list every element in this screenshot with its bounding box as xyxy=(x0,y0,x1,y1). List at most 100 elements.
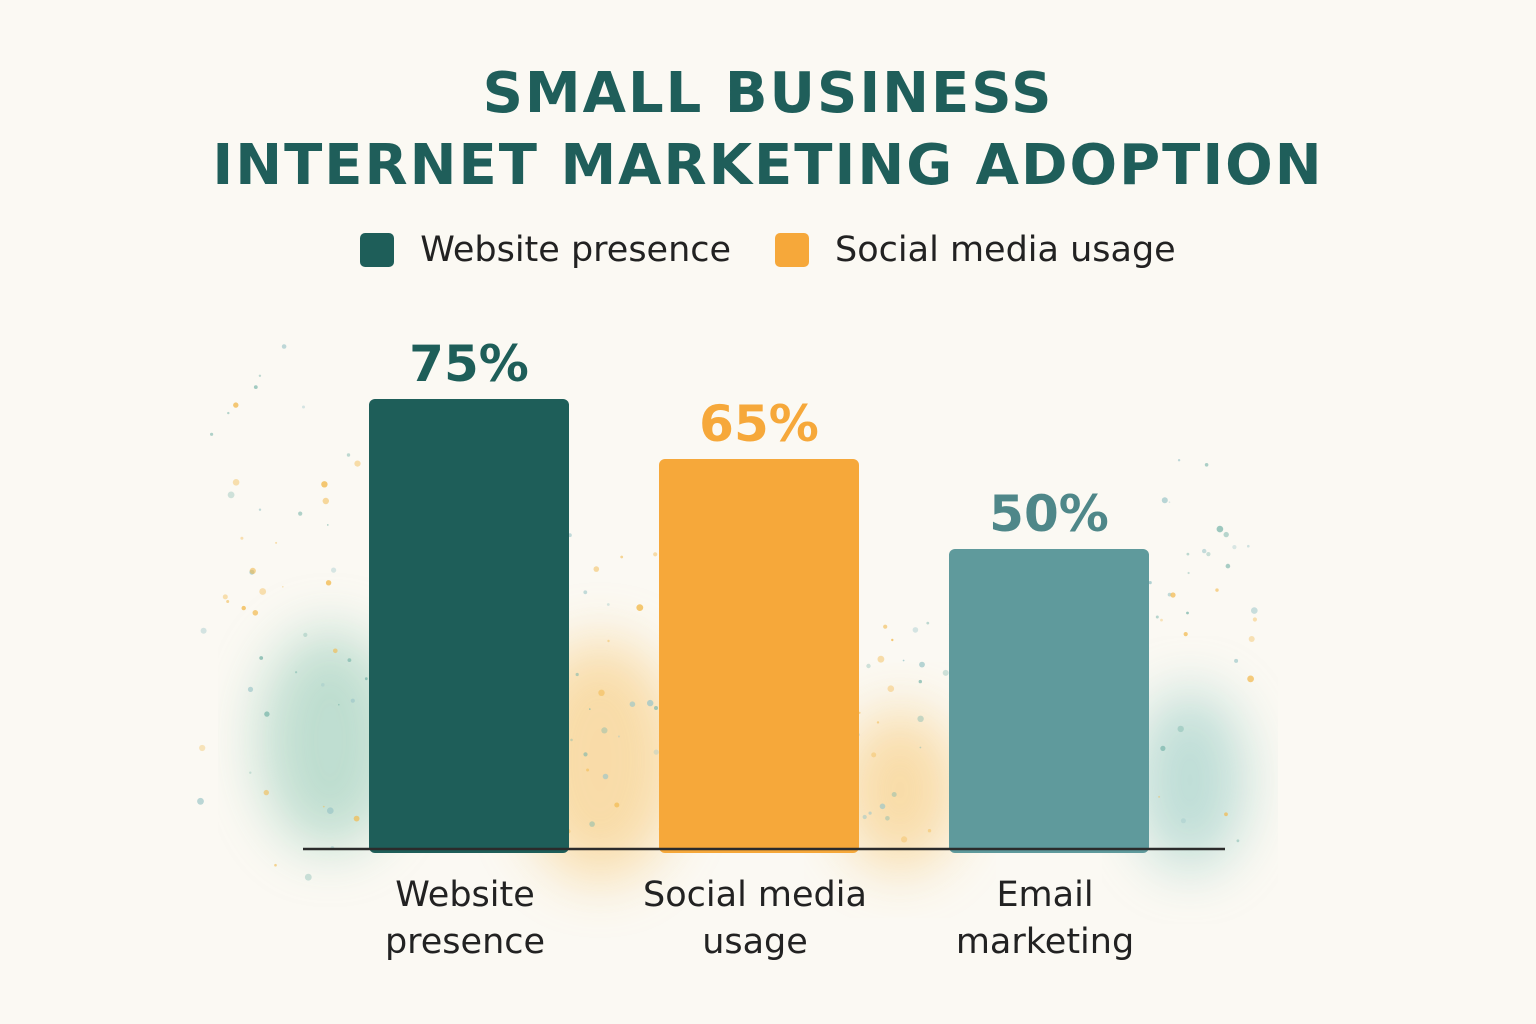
splatter-dot xyxy=(1225,563,1231,569)
splatter-dot xyxy=(199,744,206,752)
splatter-dot xyxy=(1160,618,1163,622)
splatter-dot xyxy=(302,405,305,409)
splatter-dot xyxy=(247,686,254,693)
legend-item-website-presence: Website presence xyxy=(360,230,731,270)
splatter-dot xyxy=(1177,725,1184,733)
splatter-dot xyxy=(927,829,932,833)
value-label-website-presence: 75% xyxy=(409,335,529,393)
splatter-dot xyxy=(926,621,930,625)
splatter-dot xyxy=(200,627,207,634)
splatter-dot xyxy=(942,669,949,676)
splatter-dot xyxy=(1215,588,1219,592)
splatter-dot xyxy=(321,683,325,687)
splatter-dot xyxy=(912,627,919,633)
splatter-dot xyxy=(1177,459,1181,462)
splatter-dot xyxy=(321,481,328,488)
splatter-dot xyxy=(1206,552,1211,557)
splatter-dot xyxy=(586,768,590,772)
splatter-dot xyxy=(259,656,264,660)
splatter-dot xyxy=(1247,675,1254,683)
splatter-dot xyxy=(636,604,644,611)
splatter-dot xyxy=(1183,632,1188,637)
splatter-dot xyxy=(593,566,600,572)
value-label-email-marketing: 50% xyxy=(989,485,1109,543)
splatter-dot xyxy=(614,802,620,808)
splatter-dot xyxy=(919,746,922,749)
category-label-website-presence: Website presence xyxy=(385,875,545,962)
legend-swatch-social-media-usage xyxy=(775,233,810,267)
legend-label-social-media-usage: Social media usage xyxy=(835,230,1176,270)
splatter-dot xyxy=(1170,592,1176,598)
splatter-dot xyxy=(1202,548,1207,554)
splatter-dot xyxy=(570,738,573,742)
splatter-dot xyxy=(879,803,886,810)
splatter-dot xyxy=(1187,571,1190,575)
splatter-dot xyxy=(868,811,872,815)
splatter-dot xyxy=(227,411,230,415)
splatter-dot xyxy=(1234,658,1239,663)
splatter-dot xyxy=(295,671,298,674)
splatter-dot xyxy=(258,508,262,511)
splatter-dot xyxy=(1247,544,1250,548)
splatter-dot xyxy=(1168,501,1171,504)
splatter-dot xyxy=(606,603,610,606)
splatter-dot xyxy=(883,624,888,629)
splatter-dot xyxy=(866,663,871,669)
splatter-dot xyxy=(227,491,235,499)
splatter-dot xyxy=(589,821,595,827)
chart-title-line-1: SMALL BUSINESS xyxy=(482,61,1054,126)
splatter-dot xyxy=(891,638,894,642)
splatter-dot xyxy=(917,715,924,722)
splatter-dot xyxy=(871,752,877,758)
splatter-dot xyxy=(240,536,244,540)
splatter-dot xyxy=(298,511,303,516)
splatter-dot xyxy=(647,699,654,707)
value-label-social-media-usage: 65% xyxy=(699,395,819,453)
splatter-dot xyxy=(1251,607,1258,614)
splatter-dot xyxy=(258,374,262,377)
category-labels-group: Website presence Social media usage Email mar… xyxy=(385,875,1134,962)
splatter-dot xyxy=(327,807,334,814)
splatter-dot xyxy=(350,698,355,703)
splatter-dot xyxy=(210,432,214,436)
splatter-dot xyxy=(1216,525,1224,533)
splatter-dot xyxy=(1148,581,1152,585)
splatter-dot xyxy=(598,689,605,696)
splatter-dot xyxy=(1224,812,1228,817)
splatter-dot xyxy=(1223,531,1229,538)
chart-legend: Website presence Social media usage xyxy=(0,230,1536,270)
splatter-dot xyxy=(891,792,897,797)
splatter-dot xyxy=(1186,611,1189,615)
splatter-dot xyxy=(1186,552,1190,556)
splatter-dot xyxy=(322,805,325,808)
category-label-line: marketing xyxy=(956,922,1134,962)
splatter-dot xyxy=(222,594,228,600)
splatter-dot xyxy=(226,600,230,603)
legend-item-social-media-usage: Social media usage xyxy=(775,230,1176,270)
splatter-dot xyxy=(354,460,361,467)
splatter-dot xyxy=(322,497,329,505)
legend-label-website-presence: Website presence xyxy=(420,230,732,270)
splatter-dot xyxy=(264,711,270,717)
splatter-dot xyxy=(233,402,239,408)
splatter-dot xyxy=(653,749,659,755)
splatter-dot xyxy=(1236,839,1240,843)
splatter-dot xyxy=(601,727,608,734)
splatter-dot xyxy=(275,541,278,544)
chart-title-line-2: INTERNET MARKETING ADOPTION xyxy=(212,133,1324,198)
splatter-dot xyxy=(331,567,337,573)
category-label-line: presence xyxy=(385,922,545,962)
splatter-dot xyxy=(1204,463,1209,467)
splatter-dot xyxy=(620,555,624,559)
splatter-dot xyxy=(333,648,338,654)
splatter-dot xyxy=(653,552,658,557)
splatter-dot xyxy=(353,815,360,822)
splatter-dot xyxy=(241,605,246,611)
splatter-dot xyxy=(629,701,636,707)
splatter-dot xyxy=(617,735,620,738)
category-label-email-marketing: Email marketing xyxy=(956,875,1134,962)
bar-website-presence xyxy=(369,399,569,853)
splatter-dot xyxy=(253,385,258,389)
splatter-dot xyxy=(325,580,332,586)
